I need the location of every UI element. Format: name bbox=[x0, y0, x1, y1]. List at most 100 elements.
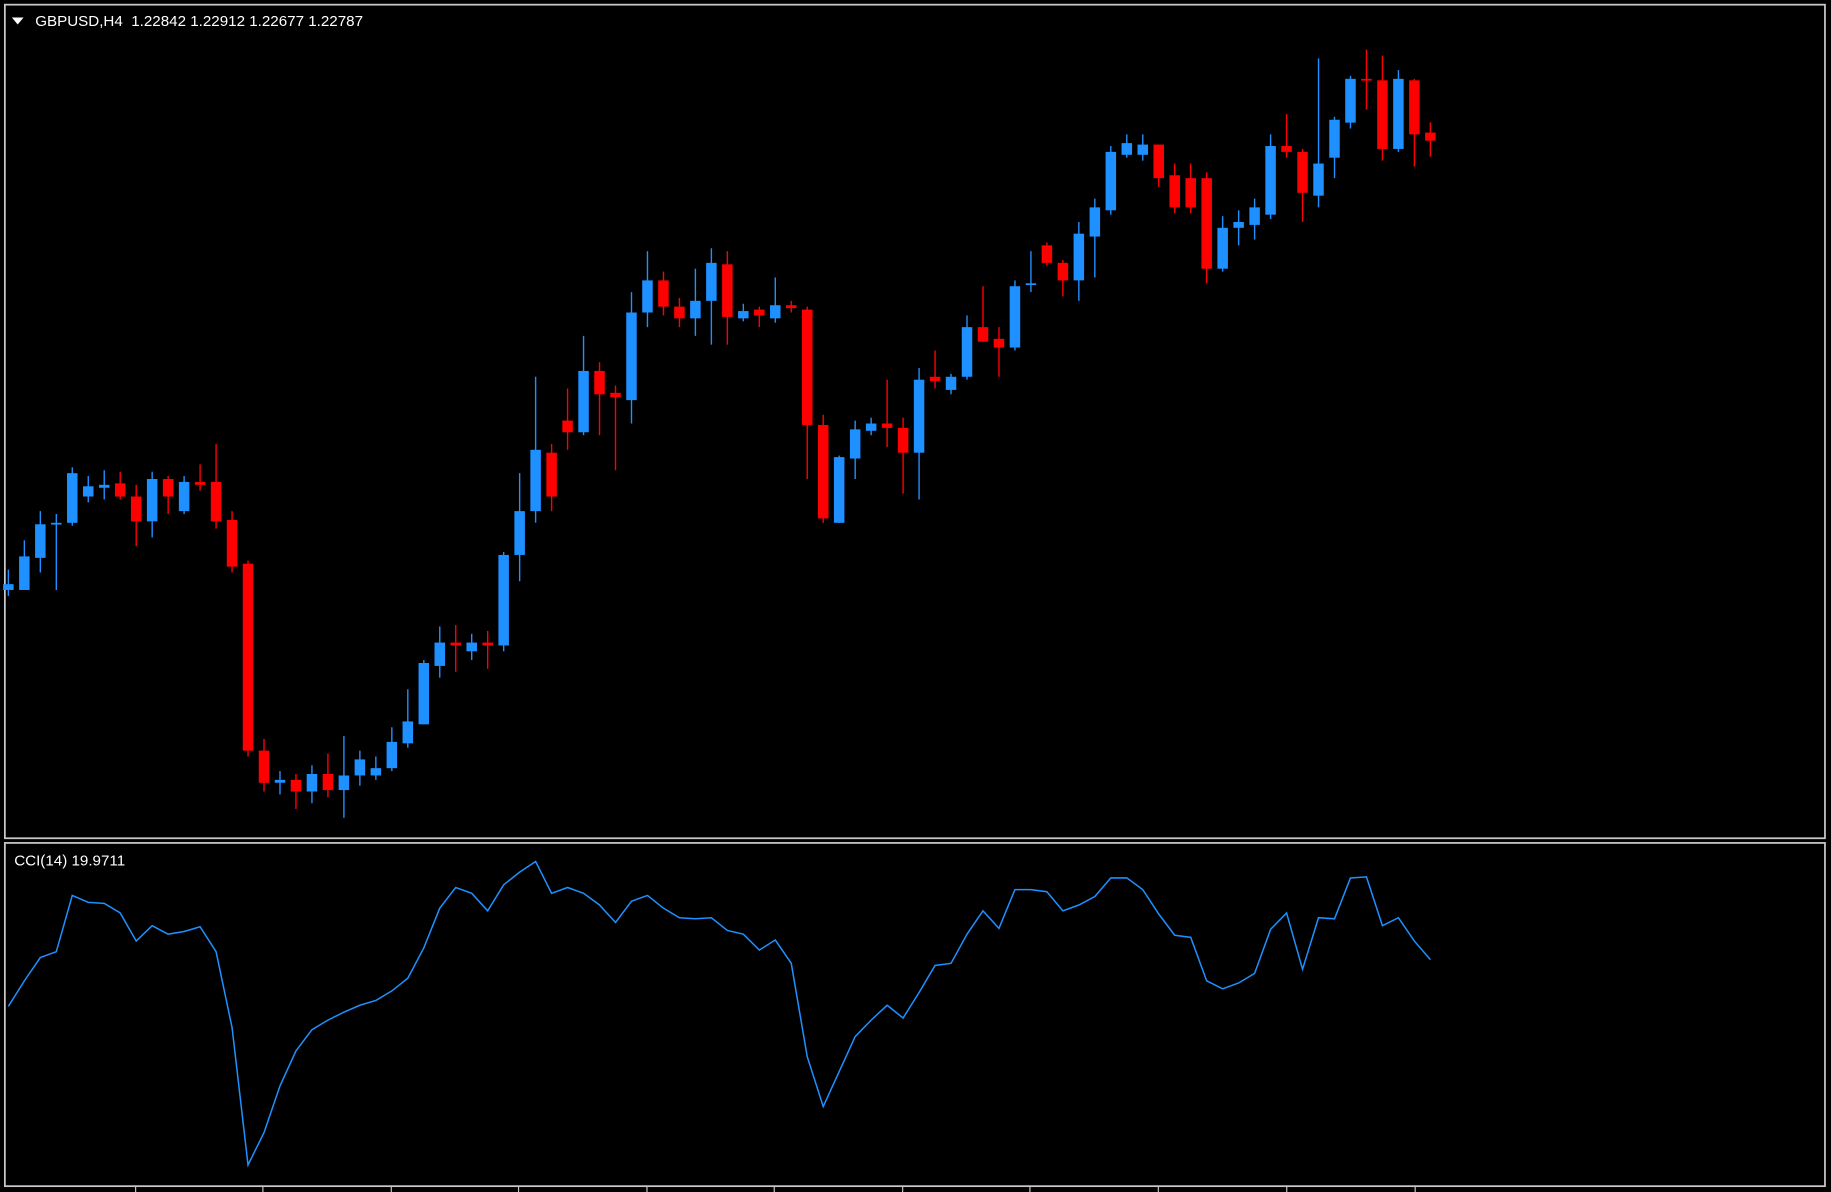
candle-body bbox=[338, 775, 350, 791]
candle-body bbox=[754, 309, 765, 316]
candle-body bbox=[1297, 151, 1308, 193]
candle-body bbox=[1041, 245, 1053, 263]
candle-body bbox=[67, 473, 78, 523]
candle-body bbox=[354, 759, 366, 776]
candle-body bbox=[35, 524, 46, 558]
candle-body bbox=[466, 642, 477, 652]
candle-body bbox=[945, 376, 957, 390]
candle-body bbox=[770, 305, 781, 319]
candle-body bbox=[1169, 175, 1180, 208]
candle-body bbox=[178, 481, 190, 512]
candle-body bbox=[1281, 146, 1292, 152]
time-axis-ticks bbox=[135, 1186, 1416, 1192]
candle-body bbox=[1105, 151, 1117, 211]
candle-body bbox=[418, 663, 430, 725]
candle-body bbox=[98, 484, 110, 488]
candle-body bbox=[306, 773, 318, 792]
candle-body bbox=[658, 280, 669, 307]
candle-body bbox=[1409, 80, 1420, 135]
candle-body bbox=[1089, 207, 1101, 237]
chart-title: GBPUSD,H4 1.22842 1.22912 1.22677 1.2278… bbox=[35, 13, 363, 30]
candle-body bbox=[1201, 178, 1212, 269]
candle-body bbox=[913, 379, 925, 453]
candle-body bbox=[130, 496, 142, 522]
candle-body bbox=[1025, 283, 1037, 286]
candle-body bbox=[290, 779, 302, 792]
candle-body bbox=[530, 449, 541, 512]
candle-body bbox=[1393, 78, 1404, 149]
candle-body bbox=[1249, 207, 1260, 225]
candle-body bbox=[1121, 143, 1133, 155]
candle-body bbox=[386, 741, 398, 769]
candle-body bbox=[626, 312, 637, 401]
candle-body bbox=[674, 306, 685, 319]
candle-body bbox=[19, 556, 30, 590]
candle-body bbox=[258, 750, 270, 783]
candle-body bbox=[402, 721, 414, 744]
candle-body bbox=[801, 309, 813, 425]
candle-body bbox=[322, 773, 334, 791]
candle-body bbox=[1425, 132, 1436, 141]
candle-body bbox=[51, 522, 62, 525]
candle-body bbox=[210, 481, 222, 522]
candle-body bbox=[450, 642, 461, 646]
candle-body bbox=[1265, 146, 1276, 215]
candle-body bbox=[833, 457, 845, 523]
candle-body bbox=[881, 423, 893, 428]
candle-body bbox=[642, 280, 653, 313]
cci-line bbox=[7, 860, 1431, 1168]
candle-body bbox=[274, 779, 286, 783]
candle-body bbox=[1073, 233, 1085, 281]
candle-body bbox=[594, 370, 605, 395]
candle-body bbox=[1185, 178, 1196, 208]
candle-body bbox=[194, 481, 206, 485]
candle-body bbox=[961, 327, 973, 377]
candle-body bbox=[82, 486, 94, 497]
candle-body bbox=[1137, 144, 1149, 155]
candle-body bbox=[706, 262, 717, 301]
candle-body bbox=[146, 478, 158, 522]
menu-triangle[interactable] bbox=[11, 17, 24, 25]
candle-body bbox=[817, 424, 829, 519]
candle-body bbox=[482, 642, 493, 646]
candle-body bbox=[162, 478, 174, 497]
candle-body bbox=[690, 300, 701, 319]
candle-body bbox=[434, 642, 446, 666]
candle-body bbox=[1217, 227, 1228, 269]
candle-body bbox=[546, 452, 557, 497]
candle-body bbox=[722, 264, 733, 317]
candle-body bbox=[1233, 221, 1244, 228]
candle-body bbox=[370, 768, 382, 776]
candle-body bbox=[1377, 80, 1388, 149]
candle-body bbox=[786, 305, 797, 309]
candle-body bbox=[1329, 119, 1340, 158]
candle-body bbox=[114, 483, 126, 497]
candle-body bbox=[977, 327, 989, 342]
candle-body bbox=[865, 423, 877, 431]
candle-body bbox=[1057, 262, 1069, 281]
indicator-title: CCI(14) 19.9711 bbox=[14, 853, 125, 870]
candle-body bbox=[242, 563, 254, 751]
candle-body bbox=[1345, 78, 1356, 123]
candle-body bbox=[929, 376, 941, 382]
main-panel-frame bbox=[3, 3, 1826, 840]
candle-body bbox=[1153, 144, 1164, 179]
candle-body bbox=[226, 519, 238, 567]
candle-body bbox=[738, 311, 749, 319]
indicator-panel-frame bbox=[3, 842, 1826, 1188]
candle-body bbox=[1361, 78, 1372, 81]
candle-body bbox=[1313, 163, 1324, 196]
candle-body bbox=[610, 392, 621, 398]
candle-body bbox=[897, 427, 909, 453]
candle-body bbox=[993, 338, 1005, 348]
candle-body bbox=[562, 420, 573, 433]
candle-body bbox=[3, 584, 14, 590]
candle-body bbox=[1009, 286, 1021, 348]
candle-body bbox=[578, 370, 589, 433]
candle-body bbox=[498, 554, 509, 646]
candle-body bbox=[514, 511, 525, 555]
candle-body bbox=[849, 429, 861, 459]
